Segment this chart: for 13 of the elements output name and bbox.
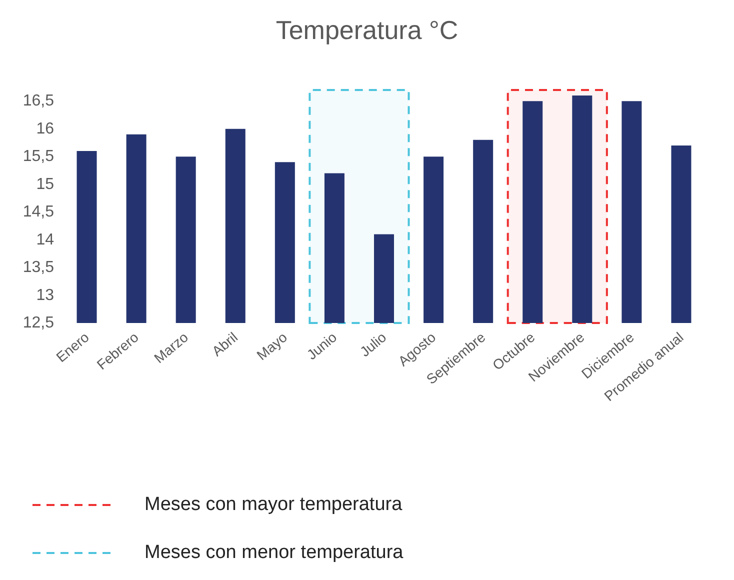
x-tick-label: Julio bbox=[356, 328, 390, 360]
y-tick-label: 13,5 bbox=[22, 259, 54, 276]
y-tick-label: 13 bbox=[36, 286, 54, 304]
y-tick-label: 15 bbox=[36, 176, 54, 193]
legend-label: Meses con mayor temperatura bbox=[144, 494, 403, 515]
chart-title: Temperatura °C bbox=[276, 15, 458, 45]
y-tick-label: 14 bbox=[36, 231, 54, 248]
y-tick-label: 16,5 bbox=[22, 92, 54, 110]
y-tick-label: 16 bbox=[36, 120, 54, 138]
y-tick-label: 12,5 bbox=[22, 314, 54, 332]
y-tick-label: 15,5 bbox=[22, 148, 54, 166]
legend-label: Meses con menor temperatura bbox=[144, 542, 404, 563]
y-tick-label: 14,5 bbox=[22, 204, 54, 221]
